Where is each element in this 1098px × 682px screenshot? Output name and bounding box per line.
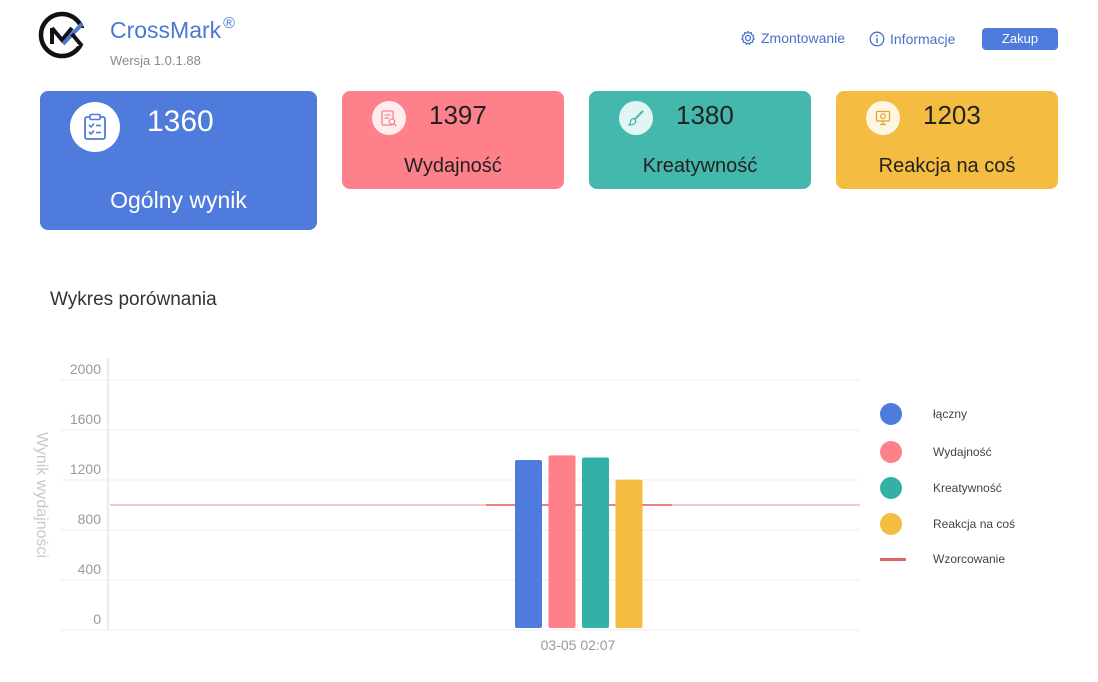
y-tick-label: 800	[78, 511, 102, 527]
legend-item: Wzorcowanie	[880, 547, 1005, 571]
creativity-score-label: Kreatywność	[642, 155, 758, 177]
performance-score-card: 1397 Wydajność	[342, 91, 564, 189]
legend-label: Wydajność	[933, 445, 992, 459]
chart-title: Wykres porównania	[50, 289, 217, 310]
y-tick-label: 1600	[70, 411, 101, 427]
x-tick-label: 03-05 02:07	[541, 637, 616, 653]
reaction-score-card: 1203 Reakcja na coś	[836, 91, 1058, 189]
registered-mark: ®	[223, 15, 235, 32]
overall-score: 1360	[147, 105, 214, 138]
legend-label: Kreatywność	[933, 481, 1002, 495]
paintbrush-icon	[619, 101, 653, 135]
info-icon	[869, 31, 885, 47]
bar-2	[548, 455, 576, 628]
buy-button[interactable]: Zakup	[982, 28, 1058, 50]
y-axis-label: Wynik wydajności	[33, 432, 50, 558]
bar-3	[582, 457, 609, 628]
mount-link-label: Zmontowanie	[761, 30, 846, 46]
reaction-score-label: Reakcja na coś	[878, 155, 1016, 177]
legend-item: Reakcja na coś	[880, 512, 1015, 536]
legend-swatch	[880, 477, 902, 499]
app-name: CrossMark ®	[110, 15, 235, 43]
legend-label: łączny	[933, 407, 968, 421]
bar-4	[615, 479, 643, 628]
creativity-score: 1380	[676, 100, 734, 130]
legend-label: Wzorcowanie	[933, 552, 1006, 566]
legend-swatch	[880, 403, 902, 425]
performance-score: 1397	[429, 100, 487, 130]
info-link-label: Informacje	[890, 31, 956, 47]
legend-line-swatch	[880, 557, 906, 561]
y-tick-label: 2000	[70, 361, 101, 377]
legend-label: Reakcja na coś	[933, 517, 1016, 531]
presentation-board-icon	[866, 101, 900, 135]
overall-score-card: 1360 Ogólny wynik	[40, 91, 317, 230]
y-tick-label: 0	[93, 611, 101, 627]
creativity-score-card: 1380 Kreatywność	[589, 91, 811, 189]
bar-1	[515, 460, 542, 628]
y-tick-label: 400	[78, 561, 102, 577]
legend-item: łączny	[880, 402, 967, 426]
document-search-icon	[372, 101, 406, 135]
gear-icon	[741, 30, 755, 45]
mount-link[interactable]: Zmontowanie	[740, 30, 845, 46]
legend-item: Kreatywność	[880, 476, 1002, 500]
info-link[interactable]: Informacje	[869, 31, 955, 47]
legend-swatch	[880, 441, 902, 463]
performance-score-label: Wydajność	[404, 155, 502, 177]
reaction-score: 1203	[923, 100, 981, 130]
clipboard-check-icon	[70, 102, 120, 152]
version-label: Wersja 1.0.1.88	[110, 53, 201, 68]
crossmark-logo	[38, 10, 90, 62]
y-tick-label: 1200	[70, 461, 101, 477]
legend-item: Wydajność	[880, 440, 992, 464]
overall-score-label: Ogólny wynik	[110, 187, 247, 213]
legend-swatch	[880, 513, 902, 535]
